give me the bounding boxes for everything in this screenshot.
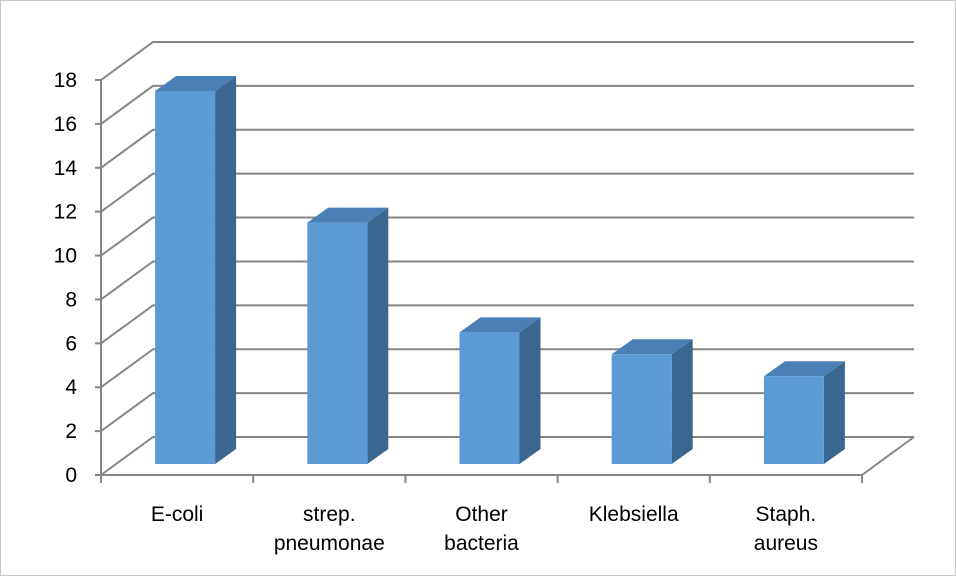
y-tick-label: 10 — [54, 245, 77, 268]
y-tick-label: 16 — [54, 113, 77, 136]
y-tick-label: 6 — [65, 332, 77, 355]
bar-front — [763, 376, 824, 464]
bar — [155, 75, 237, 464]
x-category-label: E-coli — [151, 503, 204, 526]
bar-top — [459, 317, 541, 333]
gridline — [100, 172, 914, 213]
bar — [459, 317, 541, 464]
gridlines — [95, 41, 914, 476]
bar-front — [307, 222, 368, 464]
bar-top — [611, 339, 693, 355]
y-tick-label: 4 — [65, 376, 77, 399]
x-category-label: Klebsiella — [589, 503, 679, 526]
bar-side — [671, 339, 693, 464]
gridline — [100, 304, 914, 345]
bar-front — [611, 354, 672, 464]
bar-top — [155, 75, 237, 91]
bar-top — [763, 361, 845, 377]
x-category-label: Staph. aureus — [754, 503, 818, 555]
bar — [611, 339, 693, 464]
bar-side — [215, 75, 237, 464]
x-axis-category-labels: E-coli strep. pneumonae Other bacteria Klebsi… — [151, 503, 818, 555]
y-tick-label: 0 — [65, 464, 77, 487]
bar-side — [367, 207, 389, 464]
bar-front — [459, 332, 520, 464]
x-category-label: Other bacteria — [444, 503, 519, 555]
bars — [155, 75, 845, 464]
gridline — [100, 260, 914, 301]
y-tick-label: 8 — [65, 288, 77, 311]
gridline — [100, 216, 914, 257]
x-category-label: strep. pneumonae — [274, 503, 385, 555]
x-axis — [100, 80, 915, 483]
y-tick-label: 12 — [54, 201, 77, 224]
y-axis-tick-labels: 0 2 4 6 8 10 12 14 16 18 — [54, 69, 78, 487]
bar-side — [823, 361, 845, 464]
bar-front — [155, 90, 216, 464]
gridline — [100, 84, 914, 125]
bar-top — [307, 207, 389, 223]
gridline — [100, 41, 914, 81]
y-tick-label: 14 — [54, 157, 78, 180]
gridline — [100, 128, 914, 169]
y-tick-label: 2 — [65, 420, 77, 443]
y-tick-label: 18 — [54, 69, 77, 92]
bar-side — [519, 317, 541, 464]
bar — [763, 361, 845, 464]
bar — [307, 207, 389, 464]
